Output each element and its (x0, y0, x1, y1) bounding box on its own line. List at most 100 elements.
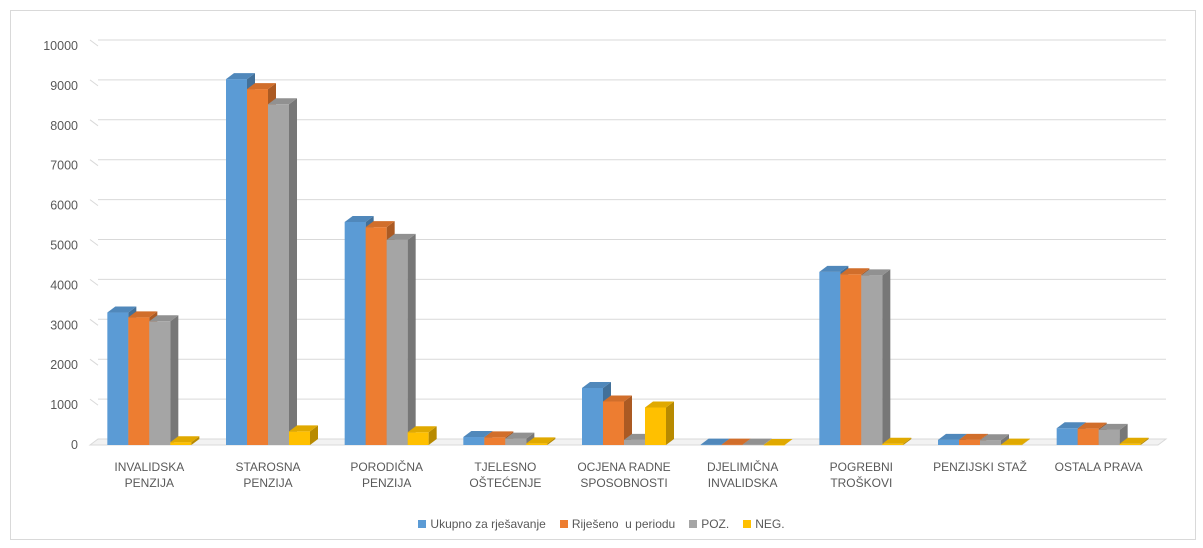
bar-top (721, 438, 751, 445)
bar-top (980, 434, 1009, 441)
bar (645, 407, 666, 445)
bar-top (645, 401, 674, 408)
y-tick-label: 6000 (50, 199, 78, 213)
gridline-depth (89, 119, 99, 127)
legend-swatch (418, 520, 427, 528)
bar-top (170, 436, 200, 443)
y-tick-label: 5000 (50, 239, 78, 253)
chart-legend: Ukupno za rješavanje Riješeno u periodu PO… (0, 517, 1203, 531)
bar (365, 227, 387, 445)
bar (226, 79, 247, 445)
x-category-label: INVALIDSKA (114, 460, 184, 474)
bar-top (484, 431, 514, 438)
bar (624, 439, 645, 445)
bar-top (226, 73, 255, 80)
y-tick-label: 7000 (50, 159, 78, 173)
legend-item: POZ. (689, 517, 729, 531)
gridline-depth (89, 398, 99, 406)
bar-top (107, 306, 137, 313)
bar (407, 432, 429, 445)
bar (700, 444, 722, 446)
bar-side (170, 315, 179, 445)
bar (840, 274, 862, 445)
x-category-label: PENZIJA (362, 476, 411, 490)
bar (289, 431, 310, 445)
bar-top (700, 438, 730, 445)
bar (603, 401, 624, 445)
bar-side (428, 426, 437, 445)
y-tick-label: 2000 (50, 358, 78, 372)
legend-item: NEG. (743, 517, 785, 531)
bar (861, 275, 883, 445)
bar (819, 271, 841, 445)
y-tick-label: 10000 (43, 39, 78, 53)
bar-top (1077, 422, 1107, 429)
y-tick-label: 8000 (50, 119, 78, 133)
y-tick-label: 0 (71, 438, 78, 452)
x-category-label: OSTALA PRAVA (1055, 460, 1143, 474)
bar (1098, 429, 1120, 445)
bar (344, 221, 366, 445)
gridline-depth (89, 358, 99, 366)
bar-top (268, 98, 297, 105)
bar-top (1119, 437, 1149, 444)
bar (763, 445, 785, 446)
bar-top (763, 439, 793, 445)
x-category-label: POGREBNI (830, 460, 893, 474)
x-category-label: SPOSOBNOSTI (580, 476, 667, 490)
bar-top (526, 437, 556, 444)
x-category-label: STAROSNA (235, 460, 300, 474)
bar-top (128, 311, 158, 318)
bar-top (742, 438, 772, 445)
x-category-label: PENZIJSKI STAŽ (933, 459, 1027, 474)
bar-top (959, 433, 988, 440)
bar (1056, 428, 1078, 445)
legend-label: Ukupno za rješavanje (430, 517, 546, 531)
x-category-label: OCJENA RADNE (577, 460, 670, 474)
bar (170, 442, 192, 445)
bar (1001, 444, 1022, 446)
x-category-label: OŠTEĆENJE (469, 475, 541, 490)
bar (721, 444, 743, 446)
bar-side (882, 269, 891, 445)
bar (386, 239, 408, 445)
bar (505, 438, 527, 445)
y-tick-label: 3000 (50, 318, 78, 332)
legend-item: Riješeno u periodu (559, 517, 675, 531)
bar (1077, 428, 1099, 445)
bar-top (386, 233, 416, 240)
bar-top (861, 269, 891, 276)
y-tick-label: 1000 (50, 398, 78, 412)
bar (128, 317, 150, 445)
bar (247, 89, 268, 445)
gridline-depth (89, 278, 99, 286)
bar-side (666, 401, 674, 445)
bar (526, 443, 548, 445)
x-category-label: TROŠKOVI (830, 475, 892, 490)
bar (107, 312, 129, 445)
bar-top (1001, 438, 1030, 445)
bar-side (191, 436, 200, 445)
bar-top (882, 437, 912, 444)
x-category-label: PENZIJA (125, 476, 174, 490)
bar-top (1098, 423, 1128, 430)
bar (1119, 443, 1141, 445)
x-category-label: PENZIJA (243, 476, 292, 490)
bar-side (1140, 437, 1149, 445)
bar-top (582, 381, 611, 388)
legend-swatch (743, 520, 752, 528)
legend-swatch (559, 520, 568, 528)
x-category-label: TJELESNO (474, 460, 536, 474)
gridline-depth (89, 79, 99, 87)
bar-top (938, 433, 967, 440)
bar-top (247, 83, 276, 90)
bar-top (505, 432, 535, 439)
legend-label: POZ. (701, 517, 730, 531)
bar (268, 104, 289, 445)
bar-top (407, 426, 437, 433)
x-category-label: DJELIMIČNA (707, 459, 778, 474)
bar (938, 439, 959, 445)
bar (959, 439, 980, 445)
y-tick-label: 9000 (50, 79, 78, 93)
